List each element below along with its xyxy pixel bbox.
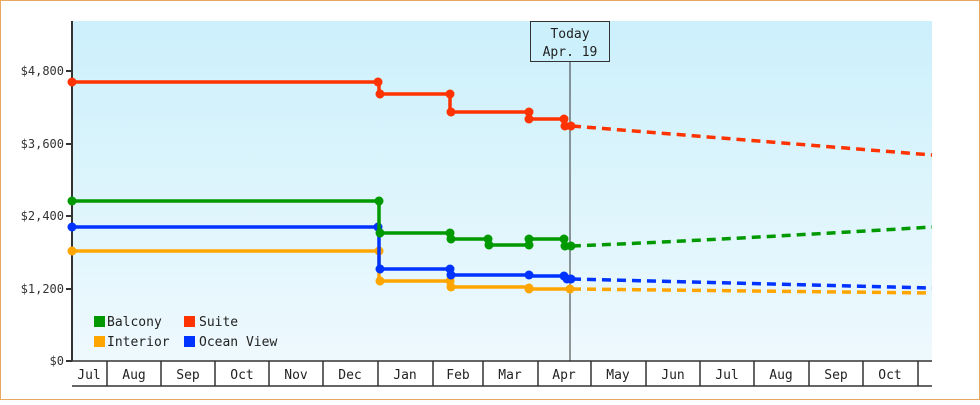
y-tick-label: $2,400 (21, 209, 64, 223)
suite-forecast-line (571, 124, 933, 157)
interior-swatch-icon (94, 336, 105, 347)
ocean-view-series (67, 222, 576, 284)
x-tick-label: May (606, 368, 630, 383)
suite-swatch-icon (184, 316, 195, 327)
x-tick-label: Dec (338, 368, 361, 383)
interior-forecast-line (571, 287, 933, 295)
today-label: Today (550, 27, 589, 42)
x-tick-label: Jul (77, 368, 100, 383)
y-tick-label: $1,200 (21, 282, 64, 296)
x-tick-label: Nov (284, 368, 308, 383)
legend-item-ocean-view[interactable]: Ocean View (184, 335, 277, 350)
x-tick-label: Sep (176, 368, 200, 383)
y-axis: $4,800 $3,600 $2,400 $1,200 $0 (21, 21, 73, 368)
x-tick-label: Jul (715, 368, 738, 383)
legend-label: Ocean View (199, 335, 277, 350)
legend-label: Balcony (107, 315, 162, 330)
balcony-series (67, 196, 576, 251)
legend-item-interior[interactable]: Interior (94, 335, 170, 350)
plot-area (72, 21, 932, 361)
y-tick-label: $3,600 (21, 137, 64, 151)
x-tick-label: Aug (769, 368, 792, 383)
today-marker: Today Apr. 19 (530, 21, 610, 361)
x-tick-label: Feb (446, 368, 470, 383)
y-tick-label: $0 (50, 354, 64, 368)
suite-series (67, 77, 576, 131)
x-tick-label: Jun (661, 368, 684, 383)
today-date: Apr. 19 (543, 45, 598, 60)
x-tick-label: Apr (552, 368, 576, 383)
x-tick-label: Mar (498, 368, 522, 383)
balcony-swatch-icon (94, 316, 105, 327)
x-tick-label: Oct (878, 368, 901, 383)
legend-item-suite[interactable]: Suite (184, 315, 238, 330)
x-tick-label: Oct (230, 368, 253, 383)
legend-label: Interior (107, 335, 170, 350)
x-axis (72, 360, 932, 387)
balcony-forecast-line (571, 225, 933, 248)
ocean-view-swatch-icon (184, 336, 195, 347)
legend-label: Suite (199, 315, 238, 330)
x-tick-label: Sep (824, 368, 848, 383)
ocean-view-forecast-line (571, 277, 933, 290)
x-tick-label: Jan (393, 368, 416, 383)
y-tick-label: $4,800 (21, 64, 64, 78)
legend-item-balcony[interactable]: Balcony (94, 315, 162, 330)
x-tick-label: Aug (122, 368, 145, 383)
legend: Balcony Suite Interior Ocean View (94, 315, 277, 350)
